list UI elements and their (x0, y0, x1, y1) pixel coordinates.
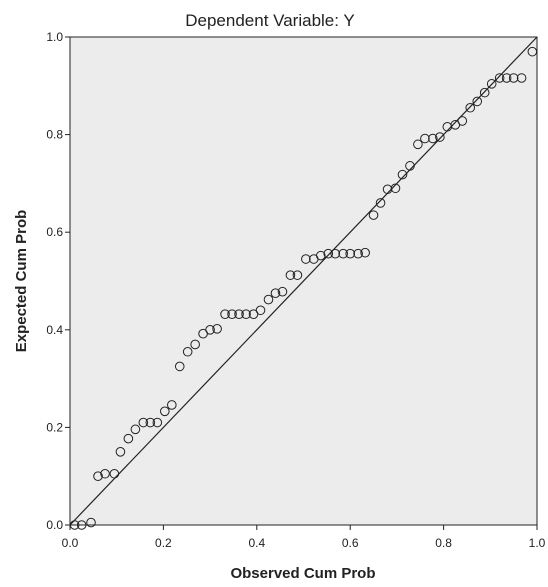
y-tick-label: 0.8 (46, 128, 63, 142)
x-tick-label: 1.0 (529, 536, 546, 550)
data-point (375, 198, 386, 208)
y-axis-ticks: 0.0 0.2 0.4 0.6 0.8 1.0 (46, 30, 70, 532)
data-point (212, 324, 222, 334)
data-point (167, 400, 177, 410)
data-point (501, 73, 512, 83)
data-point (435, 132, 445, 142)
chart-title: Dependent Variable: Y (185, 11, 355, 30)
y-tick-label: 0.4 (46, 323, 63, 337)
data-point (368, 210, 379, 220)
y-axis-label: Expected Cum Prob (13, 210, 30, 353)
data-point (382, 184, 393, 195)
y-tick-label: 1.0 (46, 30, 63, 44)
data-point (508, 73, 519, 83)
y-tick-label: 0.2 (46, 420, 63, 434)
data-point (338, 248, 348, 259)
data-point (353, 248, 363, 259)
x-tick-label: 0.4 (248, 536, 265, 550)
data-point (486, 79, 497, 89)
data-points (69, 46, 538, 530)
data-point (457, 116, 468, 126)
data-point (315, 250, 326, 261)
data-point (160, 406, 170, 417)
data-point (115, 447, 126, 457)
data-point (220, 309, 230, 319)
x-axis-label: Observed Cum Prob (230, 565, 375, 582)
data-point (330, 248, 341, 259)
x-axis-ticks: 0.0 0.2 0.4 0.6 0.8 1.0 (62, 525, 546, 550)
data-point (292, 270, 303, 280)
data-point (263, 294, 274, 305)
data-point (241, 309, 251, 319)
x-tick-label: 0.0 (62, 536, 79, 550)
data-point (479, 87, 490, 98)
data-point (152, 417, 163, 428)
y-tick-label: 0.6 (46, 225, 63, 239)
data-point (270, 288, 281, 299)
data-point (190, 339, 200, 350)
x-tick-label: 0.2 (155, 536, 172, 550)
data-point (390, 183, 401, 194)
data-point (465, 102, 476, 113)
data-point (397, 169, 408, 180)
data-point (76, 520, 87, 530)
data-point (301, 254, 311, 264)
x-tick-label: 0.6 (342, 536, 359, 550)
data-point (527, 46, 538, 57)
data-point (205, 325, 215, 335)
data-point (516, 73, 527, 83)
data-point (109, 468, 120, 479)
y-tick-label: 0.0 (46, 518, 63, 532)
data-point (494, 73, 505, 83)
data-point (472, 96, 483, 107)
data-point (130, 424, 141, 435)
data-point (345, 248, 356, 259)
data-point (277, 286, 288, 297)
data-point (174, 361, 185, 372)
data-point (182, 346, 193, 357)
data-point (405, 161, 415, 171)
data-point (285, 270, 296, 280)
data-point (360, 247, 370, 258)
data-point (227, 309, 237, 319)
data-point (420, 133, 430, 144)
data-point (323, 248, 334, 259)
data-point (138, 417, 149, 428)
data-point (86, 517, 96, 528)
data-point (93, 471, 103, 482)
data-point (413, 139, 423, 150)
data-point (255, 305, 266, 316)
data-point (123, 433, 134, 444)
data-point (428, 133, 438, 144)
x-tick-label: 0.8 (435, 536, 452, 550)
data-point (234, 309, 244, 319)
data-point (145, 417, 156, 428)
data-point (100, 468, 110, 479)
